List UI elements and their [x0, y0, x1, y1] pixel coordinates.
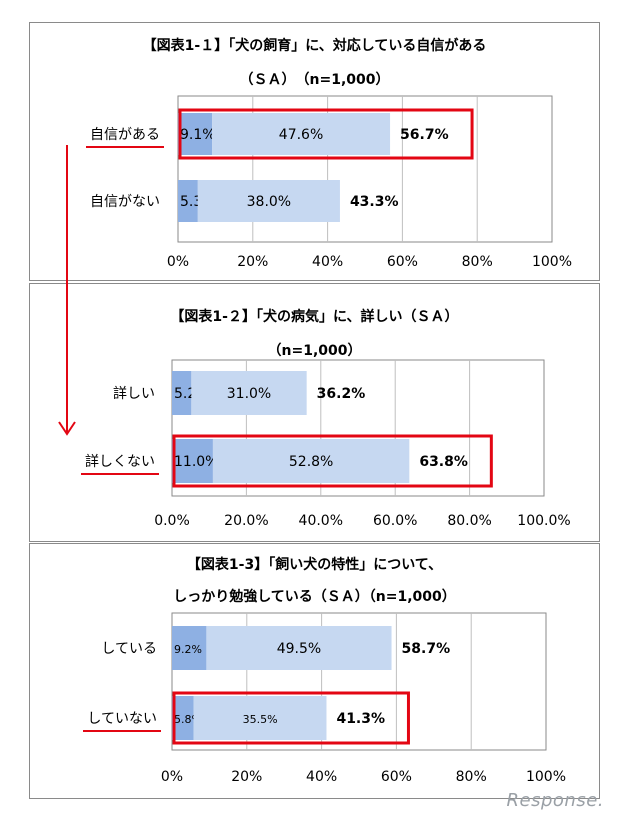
x-tick-label: 0% — [161, 769, 183, 785]
category-label: 自信がない — [90, 194, 160, 210]
chart-title-1: 【図表1-１】「犬の飼育」に、対応している自信がある — [142, 38, 487, 54]
category-label: していない — [87, 711, 157, 727]
x-tick-label: 60% — [381, 769, 412, 785]
category-label: 自信がある — [90, 127, 160, 143]
x-tick-label: 20% — [231, 769, 262, 785]
chart-svg-2: 0.0%20.0%40.0%60.0%80.0%100.0%5.2%31.0%3… — [81, 359, 571, 529]
plot-area — [171, 359, 545, 497]
bar-segment — [191, 371, 307, 415]
bar-segment — [172, 696, 194, 740]
plot-area — [171, 612, 547, 751]
x-tick-label: 40.0% — [299, 513, 343, 529]
plot-area — [177, 95, 553, 243]
chart-panel-3: 【図表1-3】「飼い犬の特性」について、 しっかり勉強している（ＳＡ）（n=1,… — [29, 543, 600, 799]
highlight-box — [172, 691, 410, 745]
category-label: している — [101, 641, 157, 657]
x-tick-label: 80% — [456, 769, 487, 785]
category-label: 詳しい — [113, 386, 155, 402]
x-tick-label: 100% — [526, 769, 566, 785]
x-tick-label: 20.0% — [224, 513, 268, 529]
x-tick-label: 80.0% — [447, 513, 491, 529]
segment-value-label: 52.8% — [289, 454, 333, 470]
chart-subtitle-3: しっかり勉強している（ＳＡ）（n=1,000） — [173, 589, 456, 605]
bar-segment — [172, 626, 207, 670]
x-tick-label: 80% — [462, 254, 493, 270]
total-value-label: 43.3% — [350, 194, 399, 210]
segment-value-label: 31.0% — [227, 386, 271, 402]
bar-segment — [172, 371, 192, 415]
x-tick-label: 0.0% — [154, 513, 190, 529]
bar-segment — [212, 113, 391, 155]
bar-segment — [206, 626, 392, 670]
total-value-label: 56.7% — [400, 127, 449, 143]
x-tick-label: 60.0% — [373, 513, 417, 529]
highlight-box — [172, 434, 493, 488]
bar-segment — [172, 439, 213, 483]
chart-subtitle-1: （ＳＡ） （n=1,000） — [239, 72, 390, 88]
x-tick-label: 40% — [312, 254, 343, 270]
total-value-label: 58.7% — [402, 641, 451, 657]
chart-svg-3: 0% 20% 40% 60% 80% 100%9.2% 49.5% 58.7%している5.8%… — [83, 612, 566, 785]
total-value-label: 63.8% — [419, 454, 468, 470]
response-watermark: Response. — [506, 790, 604, 811]
x-tick-label: 0% — [167, 254, 189, 270]
chart-title-2: 【図表1-２】「犬の病気」に、詳しい（ＳＡ） — [170, 309, 459, 325]
chart-title-3: 【図表1-3】「飼い犬の特性」について、 — [186, 557, 443, 573]
total-value-label: 41.3% — [336, 711, 385, 727]
x-tick-label: 100.0% — [517, 513, 570, 529]
segment-value-label: 9.2% — [174, 643, 202, 656]
x-tick-label: 20% — [237, 254, 268, 270]
x-tick-label: 40% — [306, 769, 337, 785]
category-label: 詳しくない — [85, 454, 155, 470]
segment-value-label: 49.5% — [277, 641, 321, 657]
segment-value-label: 11.0% — [174, 454, 218, 470]
chart-panel-2: 【図表1-２】「犬の病気」に、詳しい（ＳＡ） （n=1,000） 0.0% 20.… — [29, 283, 600, 542]
x-tick-label: 100% — [532, 254, 572, 270]
highlight-box — [178, 108, 474, 160]
segment-value-label: 9.1% — [180, 127, 216, 143]
segment-value-label: 38.0% — [247, 194, 291, 210]
bar-segment — [212, 439, 410, 483]
total-value-label: 36.2% — [317, 386, 366, 402]
x-tick-label: 60% — [387, 254, 418, 270]
segment-value-label: 47.6% — [279, 127, 323, 143]
chart-panel-1: 【図表1-１】「犬の飼育」に、対応している自信がある （ＳＡ） （n=1,000… — [29, 22, 600, 281]
bar-segment — [193, 696, 327, 740]
chart-subtitle-2: （n=1,000） — [267, 343, 362, 359]
bar-segment — [178, 113, 213, 155]
segment-value-label: 35.5% — [243, 713, 278, 726]
bar-segment — [197, 180, 340, 222]
bar-segment — [178, 180, 198, 222]
chart-svg-1: 0% 20% 40% 60% 80% 100%9.1% 47.6% 56.7%自信がある5.3… — [86, 95, 572, 270]
